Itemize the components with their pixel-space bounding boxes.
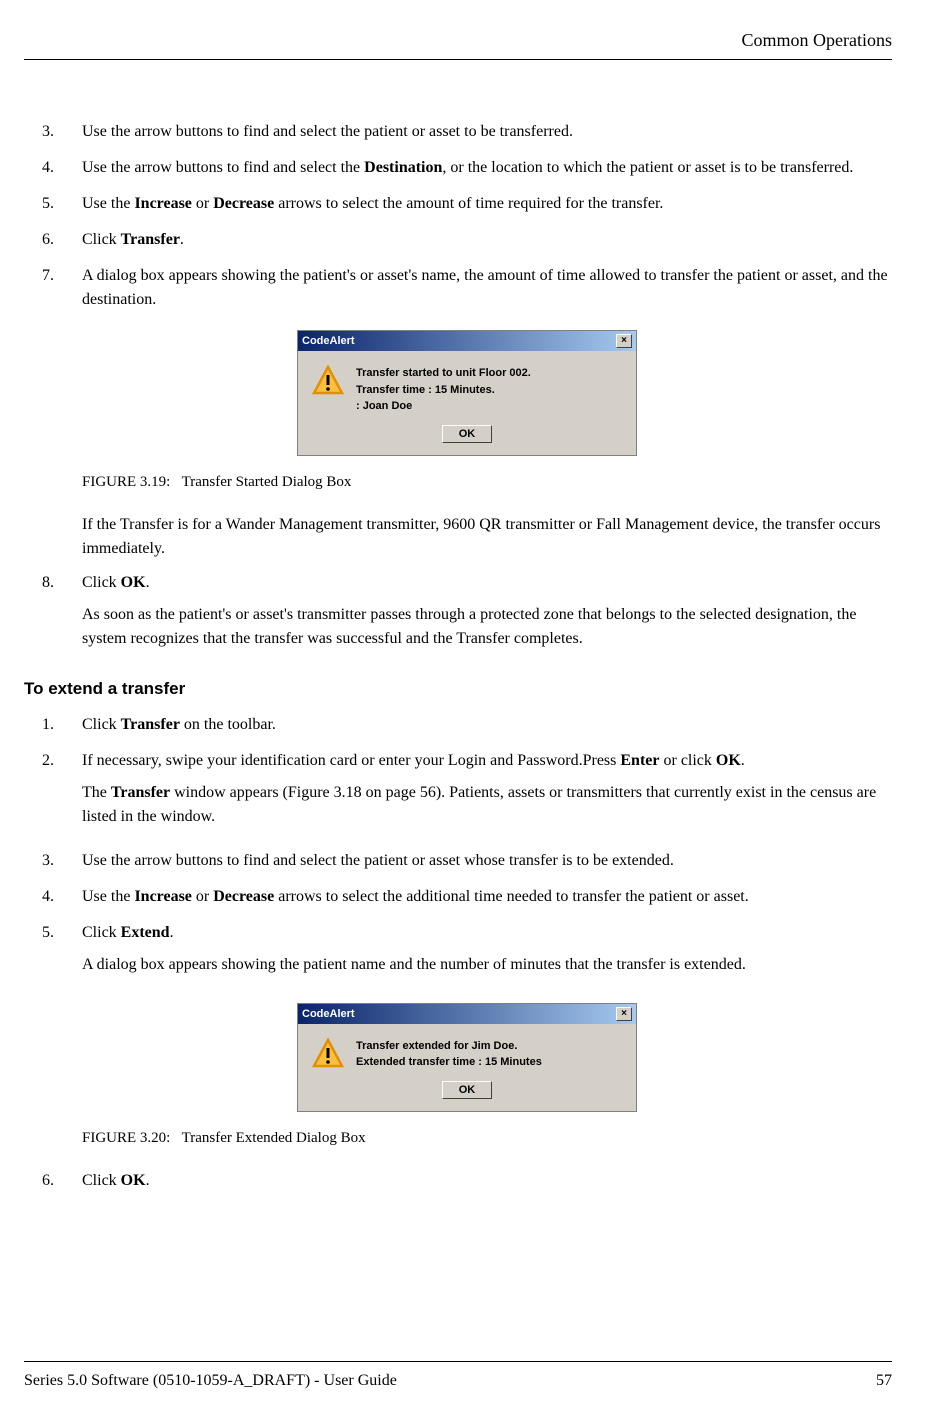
dialog-body: Transfer extended for Jim Doe. Extended … (298, 1024, 636, 1081)
figure-text: Transfer Started Dialog Box (182, 474, 352, 490)
dialog-wrapper-2: CodeAlert × Transfer extended for Jim Do… (42, 1003, 892, 1112)
figure-label: FIGURE 3.20: (82, 1130, 170, 1146)
transfer-started-dialog: CodeAlert × Transfer started to unit Flo… (297, 330, 637, 456)
instruction-list-1: 3. Use the arrow buttons to find and sel… (42, 120, 892, 312)
step-text: Use the arrow buttons to find and select… (82, 120, 892, 144)
instruction-list-2-cont: 6. Click OK. (42, 1169, 892, 1193)
page-header: Common Operations (24, 30, 892, 51)
step-number: 7. (42, 264, 82, 312)
step-text: Use the Increase or Decrease arrows to s… (82, 885, 892, 909)
dialog-titlebar: CodeAlert × (298, 331, 636, 351)
step-8-note: As soon as the patient's or asset's tran… (82, 603, 892, 651)
step-6: 6. Click OK. (42, 1169, 892, 1193)
step-5: 5. Click Extend. A dialog box appears sh… (42, 921, 892, 985)
dialog-title: CodeAlert (302, 1008, 355, 1020)
dialog-wrapper-1: CodeAlert × Transfer started to unit Flo… (42, 330, 892, 456)
step-2-note: The Transfer window appears (Figure 3.18… (82, 781, 892, 829)
dialog-body: Transfer started to unit Floor 002. Tran… (298, 351, 636, 425)
ok-button[interactable]: OK (442, 425, 493, 443)
step-number: 5. (42, 921, 82, 985)
step-text: Use the Increase or Decrease arrows to s… (82, 192, 892, 216)
content: 3. Use the arrow buttons to find and sel… (24, 120, 892, 1193)
dialog-text: Transfer started to unit Floor 002. Tran… (356, 365, 622, 415)
dialog-line-2: Extended transfer time : 15 Minutes (356, 1054, 622, 1071)
page-number: 57 (876, 1372, 892, 1390)
figure-text: Transfer Extended Dialog Box (182, 1130, 366, 1146)
step-1: 1. Click Transfer on the toolbar. (42, 713, 892, 737)
step-3: 3. Use the arrow buttons to find and sel… (42, 849, 892, 873)
step-number: 5. (42, 192, 82, 216)
step-number: 3. (42, 120, 82, 144)
instruction-list-2: 1. Click Transfer on the toolbar. 2. If … (42, 713, 892, 985)
heading-extend-transfer: To extend a transfer (24, 679, 892, 699)
dialog-line-3: : Joan Doe (356, 398, 622, 415)
dialog-text: Transfer extended for Jim Doe. Extended … (356, 1038, 622, 1071)
step-text: Click Extend. A dialog box appears showi… (82, 921, 892, 985)
step-text: Click OK. (82, 1169, 892, 1193)
step-text: A dialog box appears showing the patient… (82, 264, 892, 312)
dialog-line-1: Transfer started to unit Floor 002. (356, 365, 622, 382)
step-5-note: A dialog box appears showing the patient… (82, 953, 892, 977)
footer-row: Series 5.0 Software (0510-1059-A_DRAFT) … (24, 1372, 892, 1390)
close-icon[interactable]: × (616, 334, 632, 348)
dialog-titlebar: CodeAlert × (298, 1004, 636, 1024)
footer-rule (24, 1361, 892, 1362)
step-text: If necessary, swipe your identification … (82, 749, 892, 837)
transfer-extended-dialog: CodeAlert × Transfer extended for Jim Do… (297, 1003, 637, 1112)
figure-caption-2: FIGURE 3.20: Transfer Extended Dialog Bo… (82, 1130, 892, 1147)
step-text: Click OK. As soon as the patient's or as… (82, 571, 892, 659)
step-8: 8. Click OK. As soon as the patient's or… (42, 571, 892, 659)
step-number: 6. (42, 1169, 82, 1193)
step-number: 6. (42, 228, 82, 252)
step-6: 6. Click Transfer. (42, 228, 892, 252)
figure-caption-1: FIGURE 3.19: Transfer Started Dialog Box (82, 474, 892, 491)
step-number: 2. (42, 749, 82, 837)
step-5: 5. Use the Increase or Decrease arrows t… (42, 192, 892, 216)
step-text: Click Transfer on the toolbar. (82, 713, 892, 737)
step-7: 7. A dialog box appears showing the pati… (42, 264, 892, 312)
step-text: Click Transfer. (82, 228, 892, 252)
step-2: 2. If necessary, swipe your identificati… (42, 749, 892, 837)
dialog-buttons: OK (298, 1081, 636, 1111)
dialog-line-2: Transfer time : 15 Minutes. (356, 382, 622, 399)
footer-left: Series 5.0 Software (0510-1059-A_DRAFT) … (24, 1372, 397, 1390)
close-icon[interactable]: × (616, 1007, 632, 1021)
dialog-buttons: OK (298, 425, 636, 455)
section-title: Common Operations (742, 30, 893, 50)
step-number: 3. (42, 849, 82, 873)
dialog-title: CodeAlert (302, 335, 355, 347)
step-7-note: If the Transfer is for a Wander Manageme… (82, 513, 892, 561)
ok-button[interactable]: OK (442, 1081, 493, 1099)
dialog-line-1: Transfer extended for Jim Doe. (356, 1038, 622, 1055)
step-4: 4. Use the arrow buttons to find and sel… (42, 156, 892, 180)
warning-icon (312, 1038, 344, 1070)
header-rule (24, 59, 892, 60)
step-number: 4. (42, 885, 82, 909)
figure-label: FIGURE 3.19: (82, 474, 170, 490)
page-footer: Series 5.0 Software (0510-1059-A_DRAFT) … (24, 1361, 892, 1390)
step-text: Use the arrow buttons to find and select… (82, 849, 892, 873)
instruction-list-1-cont: 8. Click OK. As soon as the patient's or… (42, 571, 892, 659)
step-number: 1. (42, 713, 82, 737)
step-number: 4. (42, 156, 82, 180)
step-4: 4. Use the Increase or Decrease arrows t… (42, 885, 892, 909)
step-number: 8. (42, 571, 82, 659)
step-3: 3. Use the arrow buttons to find and sel… (42, 120, 892, 144)
step-text: Use the arrow buttons to find and select… (82, 156, 892, 180)
warning-icon (312, 365, 344, 397)
